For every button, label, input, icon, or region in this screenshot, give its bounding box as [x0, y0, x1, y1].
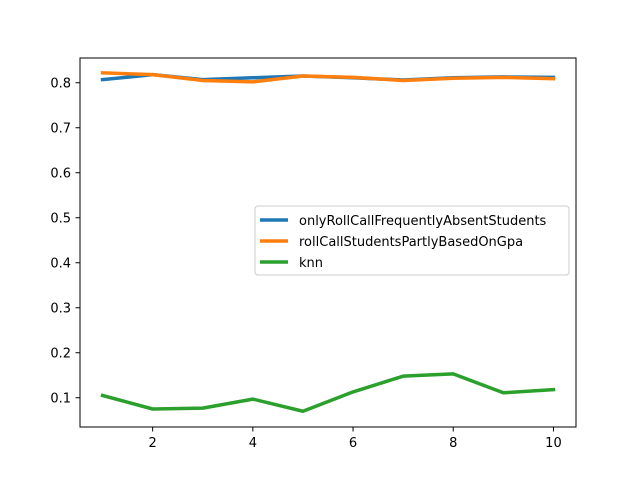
- series-line-2: [100, 372, 556, 413]
- legend: onlyRollCallFrequentlyAbsentStudents roll…: [254, 205, 570, 276]
- legend-label-1: rollCallStudentsPartlyBasedOnGpa: [299, 235, 523, 250]
- series-line-1: [100, 71, 556, 84]
- y-tick-label: 0.6: [50, 166, 71, 181]
- legend-label-0: onlyRollCallFrequentlyAbsentStudents: [299, 214, 547, 229]
- y-tick-label: 0.4: [50, 256, 71, 271]
- x-tick-label: 4: [249, 436, 257, 451]
- y-tick-label: 0.7: [50, 121, 71, 136]
- y-tick-label: 0.8: [50, 76, 71, 91]
- y-tick-label: 0.1: [50, 391, 71, 406]
- x-tick-label: 2: [149, 436, 157, 451]
- x-tick-label: 6: [349, 436, 357, 451]
- axes-frame: [79, 57, 577, 428]
- x-tick-label: 8: [449, 436, 457, 451]
- legend-label-2: knn: [299, 256, 323, 271]
- series-lines: [100, 71, 556, 413]
- y-tick-label: 0.2: [50, 346, 71, 361]
- x-tick-label: 10: [545, 436, 562, 451]
- legend-box: [254, 205, 570, 276]
- y-tick-label: 0.3: [50, 301, 71, 316]
- y-tick-label: 0.5: [50, 211, 71, 226]
- axes: 2 4 6 8 10 0.1 0.2 0.3 0.4 0.5 0.6 0.7 0.8: [50, 57, 577, 451]
